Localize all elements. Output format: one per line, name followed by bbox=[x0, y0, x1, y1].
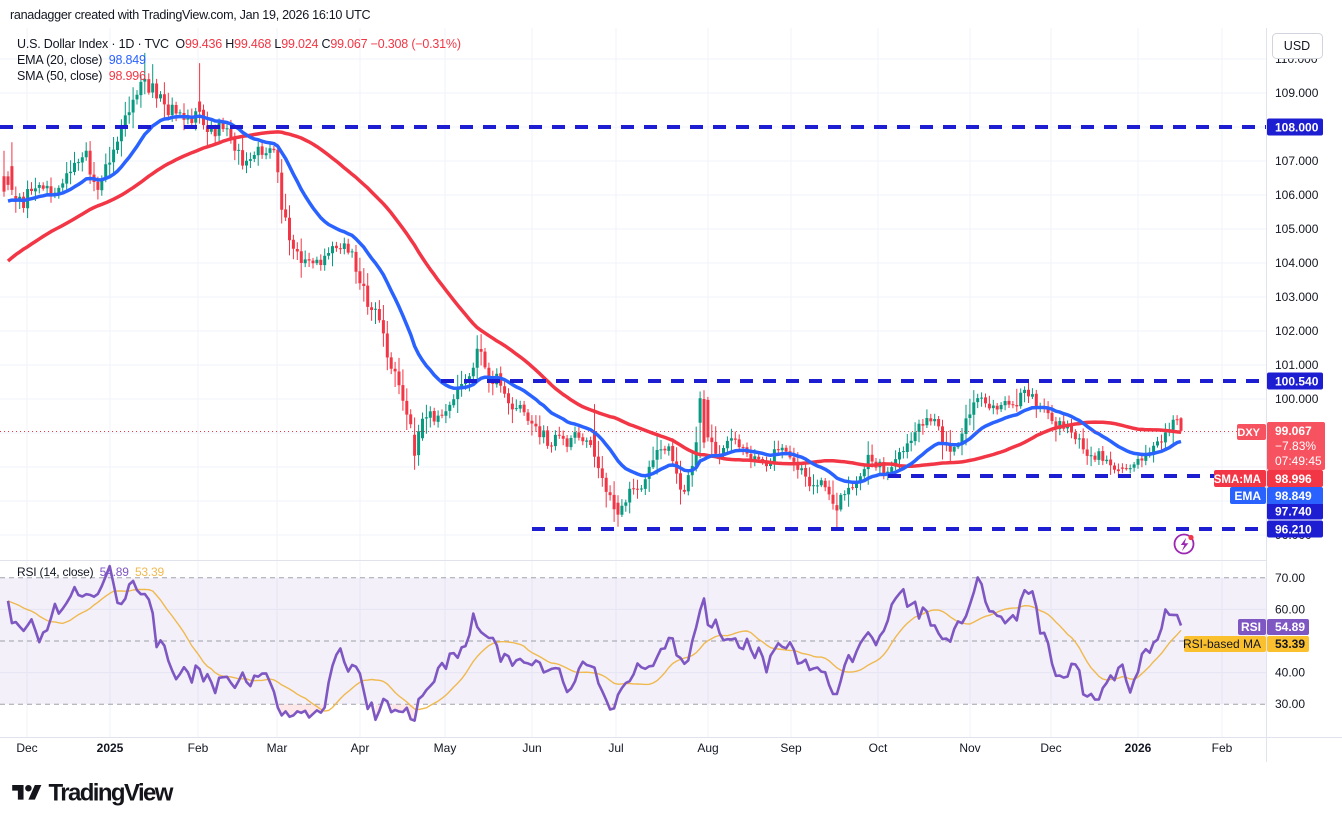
svg-text:100.540: 100.540 bbox=[1275, 375, 1319, 389]
svg-text:105.000: 105.000 bbox=[1275, 222, 1319, 236]
svg-text:RSI: RSI bbox=[1241, 620, 1261, 634]
svg-text:109.000: 109.000 bbox=[1275, 86, 1319, 100]
svg-text:Sep: Sep bbox=[780, 741, 802, 755]
svg-text:U.S. Dollar Index · 1D · TVC: U.S. Dollar Index · 1D · TVC O99.436 H99… bbox=[17, 37, 461, 51]
svg-text:54.89: 54.89 bbox=[1275, 620, 1305, 634]
svg-text:Dec: Dec bbox=[1040, 741, 1061, 755]
svg-text:98.996: 98.996 bbox=[1275, 472, 1312, 486]
svg-text:40.00: 40.00 bbox=[1275, 666, 1305, 680]
svg-text:104.000: 104.000 bbox=[1275, 256, 1319, 270]
svg-text:Feb: Feb bbox=[188, 741, 209, 755]
svg-text:53.39: 53.39 bbox=[1275, 637, 1305, 651]
svg-text:Feb: Feb bbox=[1212, 741, 1233, 755]
svg-text:Nov: Nov bbox=[959, 741, 980, 755]
svg-text:103.000: 103.000 bbox=[1275, 290, 1319, 304]
svg-text:101.000: 101.000 bbox=[1275, 358, 1319, 372]
svg-text:106.000: 106.000 bbox=[1275, 188, 1319, 202]
svg-text:97.740: 97.740 bbox=[1275, 505, 1312, 519]
svg-text:Oct: Oct bbox=[869, 741, 888, 755]
svg-text:60.00: 60.00 bbox=[1275, 602, 1305, 616]
svg-text:Apr: Apr bbox=[351, 741, 370, 755]
svg-text:2025: 2025 bbox=[97, 741, 124, 755]
svg-text:−7.83%: −7.83% bbox=[1275, 439, 1316, 453]
svg-text:07:49:45: 07:49:45 bbox=[1275, 454, 1322, 468]
svg-text:Jun: Jun bbox=[522, 741, 541, 755]
svg-text:100.000: 100.000 bbox=[1275, 392, 1319, 406]
svg-text:70.00: 70.00 bbox=[1275, 571, 1305, 585]
svg-text:SMA:MA: SMA:MA bbox=[1214, 474, 1261, 486]
svg-text:RSI-based MA: RSI-based MA bbox=[1183, 637, 1261, 651]
svg-text:USD: USD bbox=[1284, 39, 1310, 53]
svg-text:May: May bbox=[434, 741, 457, 755]
svg-text:107.000: 107.000 bbox=[1275, 154, 1319, 168]
svg-text:30.00: 30.00 bbox=[1275, 697, 1305, 711]
svg-text:RSI (14, close) 54.89 53.39: RSI (14, close) 54.89 53.39 bbox=[17, 565, 165, 579]
svg-text:96.210: 96.210 bbox=[1275, 523, 1312, 537]
svg-text:Jul: Jul bbox=[608, 741, 623, 755]
svg-text:SMA (50, close) 98.996: SMA (50, close) 98.996 bbox=[17, 69, 146, 83]
svg-text:99.067: 99.067 bbox=[1275, 424, 1312, 438]
svg-text:98.849: 98.849 bbox=[1275, 489, 1312, 503]
svg-text:ranadagger created with Tradin: ranadagger created with TradingView.com,… bbox=[10, 8, 371, 22]
svg-text:EMA (20, close) 98.849: EMA (20, close) 98.849 bbox=[17, 53, 146, 67]
svg-text:Aug: Aug bbox=[697, 741, 718, 755]
svg-text:TradingView: TradingView bbox=[49, 780, 174, 807]
svg-text:108.000: 108.000 bbox=[1275, 121, 1319, 135]
svg-text:DXY: DXY bbox=[1237, 427, 1260, 439]
svg-text:EMA: EMA bbox=[1234, 489, 1261, 503]
svg-text:Dec: Dec bbox=[16, 741, 37, 755]
svg-text:2026: 2026 bbox=[1125, 741, 1152, 755]
svg-text:Mar: Mar bbox=[267, 741, 288, 755]
svg-text:102.000: 102.000 bbox=[1275, 324, 1319, 338]
